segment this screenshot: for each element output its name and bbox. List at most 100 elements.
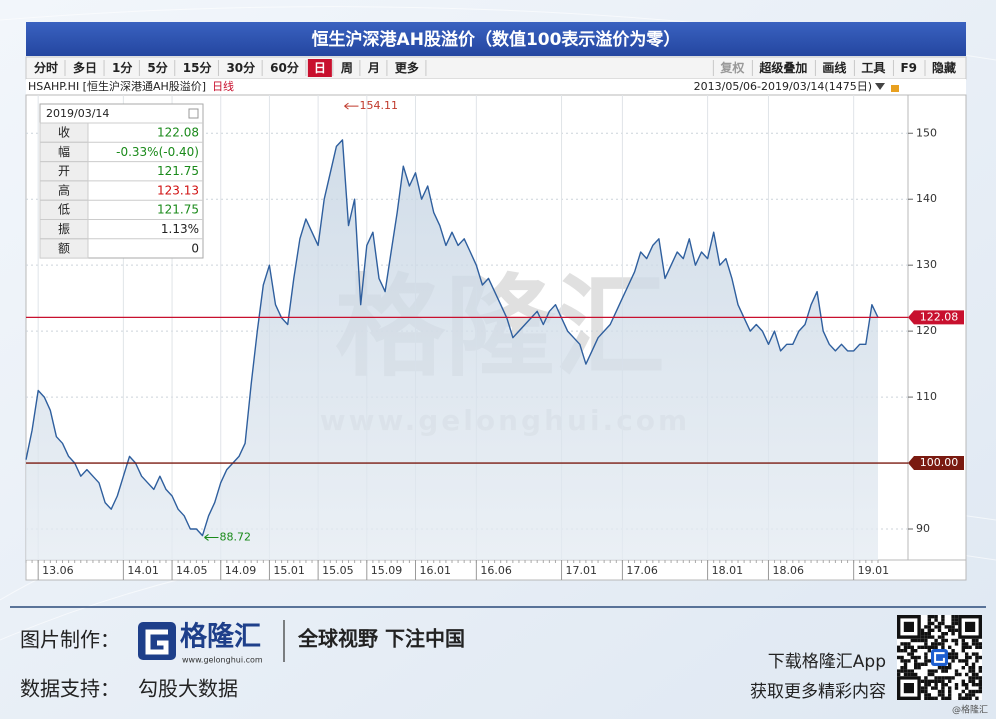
qr-cell xyxy=(937,628,942,632)
y-tick-label: 90 xyxy=(916,522,930,535)
line xyxy=(25,139,879,537)
qr-cell xyxy=(917,638,921,643)
qr-logo-g xyxy=(934,652,945,663)
qr-cell xyxy=(927,672,931,677)
toolbar-button[interactable]: 更多 xyxy=(395,60,419,75)
lock-icon xyxy=(891,85,899,92)
toolbar-button[interactable]: 复权 xyxy=(719,60,745,75)
toolbar-button[interactable]: 月 xyxy=(367,61,380,75)
toolbar-button[interactable]: 隐藏 xyxy=(932,60,956,75)
qr-cell xyxy=(971,669,976,673)
toolbar-button[interactable]: 多日 xyxy=(73,60,97,75)
qr-cell xyxy=(941,686,945,690)
info-label: 收 xyxy=(58,126,70,140)
qr-cell xyxy=(934,679,938,683)
qr-cell xyxy=(920,632,925,636)
qr-cell xyxy=(951,625,955,629)
qr-cell xyxy=(907,672,911,677)
qr-cell xyxy=(948,662,952,666)
y-tick-label: 150 xyxy=(916,126,937,139)
toolbar-button[interactable]: 1分 xyxy=(112,60,132,75)
info-value: -0.33%(-0.40) xyxy=(116,145,199,159)
toolbar-button[interactable]: 超级叠加 xyxy=(758,60,807,75)
qr-cell xyxy=(948,652,952,656)
qr-cell xyxy=(903,649,908,653)
qr-cell xyxy=(897,649,901,653)
toolbar-button-bg[interactable] xyxy=(307,59,332,77)
qr-cell xyxy=(927,645,931,649)
qr-cell xyxy=(944,683,948,687)
qr-cell xyxy=(978,679,982,683)
qr-cell xyxy=(914,666,918,670)
qr-cell xyxy=(975,696,979,700)
qr-cell xyxy=(944,632,948,636)
qr-cell xyxy=(927,621,931,626)
qr-cell xyxy=(971,676,976,680)
qr-cell xyxy=(900,669,904,673)
qr-cell xyxy=(903,666,908,670)
qr-cell xyxy=(927,693,931,697)
annotation-arrow xyxy=(344,102,359,110)
toolbar-button[interactable]: 30分 xyxy=(226,60,255,75)
toolbar-button[interactable]: F9 xyxy=(900,61,917,75)
qr-cell xyxy=(954,628,959,632)
x-tick-label: 15.01 xyxy=(273,564,305,577)
qr-cell xyxy=(948,655,952,660)
qr-cell xyxy=(971,672,976,677)
qr-cell xyxy=(924,638,928,643)
logo-url: www.gelonghui.com xyxy=(182,656,263,665)
qr-cell xyxy=(954,669,959,673)
qr-cell xyxy=(931,672,935,677)
info-label: 幅 xyxy=(58,144,70,159)
annotation-arrow xyxy=(204,534,219,541)
qr-cell xyxy=(903,645,908,649)
qr-cell xyxy=(914,638,918,643)
qr-cell xyxy=(920,628,925,632)
qr-cell xyxy=(937,635,942,639)
qr-cell xyxy=(961,679,965,683)
toolbar-button[interactable]: 周 xyxy=(341,61,353,75)
y-tick-label: 120 xyxy=(916,324,937,337)
toolbar-button[interactable]: 工具 xyxy=(861,61,885,75)
qr-cell xyxy=(934,638,938,643)
qr-cell xyxy=(934,642,938,646)
qr-cell xyxy=(975,683,979,687)
qr-cell xyxy=(941,689,945,694)
toolbar-button[interactable]: 日 xyxy=(314,61,326,75)
date-range: 2013/05/06-2019/03/14(1475日) xyxy=(694,80,872,93)
qr-cell xyxy=(941,693,945,697)
toolbar-button[interactable]: 分时 xyxy=(34,60,58,75)
qr-cell xyxy=(941,696,945,700)
toolbar-button[interactable]: 15分 xyxy=(183,60,212,75)
qr-cell xyxy=(897,655,901,660)
toolbar-button[interactable]: 画线 xyxy=(822,60,846,75)
qr-finder-core xyxy=(903,683,914,694)
toolbar-button[interactable]: 60分 xyxy=(270,60,299,75)
qr-cell xyxy=(931,615,935,619)
qr-cell xyxy=(951,618,955,622)
qr-cell xyxy=(968,693,972,697)
qr-cell xyxy=(975,655,979,660)
qr-cell xyxy=(924,632,928,636)
qr-cell xyxy=(924,696,928,700)
qr-cell xyxy=(978,676,982,680)
qr-cell xyxy=(978,683,982,687)
qr-cell xyxy=(924,686,928,690)
qr-cell xyxy=(971,679,976,683)
info-label: 高 xyxy=(58,182,70,197)
qr-cell xyxy=(924,693,928,697)
qr-cell xyxy=(954,672,959,677)
qr-cell xyxy=(937,693,942,697)
toolbar-button[interactable]: 5分 xyxy=(147,60,167,75)
x-tick-label: 18.06 xyxy=(772,564,804,577)
qr-cell xyxy=(941,645,945,649)
qr-cell xyxy=(965,642,969,646)
qr-cell xyxy=(937,625,942,629)
info-value: 121.75 xyxy=(157,203,199,217)
info-value: 123.13 xyxy=(157,183,199,197)
qr-cell xyxy=(965,655,969,660)
reference-label: 122.08 xyxy=(920,310,959,323)
qr-cell xyxy=(931,696,935,700)
qr-cell xyxy=(978,689,982,694)
qr-cell xyxy=(951,652,955,656)
